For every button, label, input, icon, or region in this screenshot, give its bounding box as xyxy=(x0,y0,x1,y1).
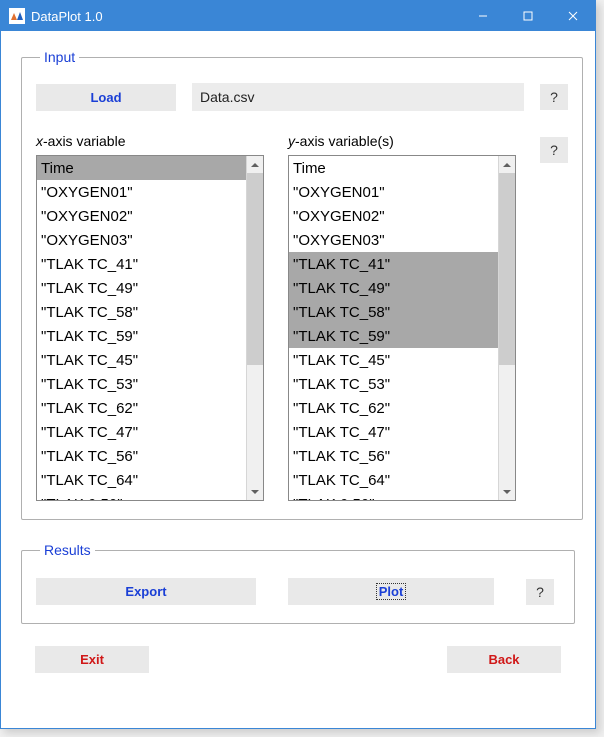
list-item[interactable]: "TLAK TC_59" xyxy=(37,324,246,348)
x-scrollbar[interactable] xyxy=(246,156,263,500)
help-results-button[interactable]: ? xyxy=(526,579,554,605)
list-item[interactable]: "TLAK TC_64" xyxy=(289,468,498,492)
list-item[interactable]: "OXYGEN02" xyxy=(37,204,246,228)
list-item[interactable]: "OXYGEN01" xyxy=(289,180,498,204)
list-item[interactable]: "TLAK TC_56" xyxy=(37,444,246,468)
list-item[interactable]: "TLAK TC_47" xyxy=(289,420,498,444)
load-button[interactable]: Load xyxy=(36,84,176,111)
scroll-up-icon[interactable] xyxy=(247,156,263,173)
list-item[interactable]: "TLAK TC_62" xyxy=(289,396,498,420)
x-axis-label: x-axis variable xyxy=(36,133,264,149)
results-group: Results Export Plot ? xyxy=(21,542,575,624)
back-button[interactable]: Back xyxy=(447,646,561,673)
help-lists-button[interactable]: ? xyxy=(540,137,568,163)
maximize-button[interactable] xyxy=(505,1,550,31)
minimize-button[interactable] xyxy=(460,1,505,31)
scroll-down-icon[interactable] xyxy=(499,483,515,500)
list-item[interactable]: "OXYGEN02" xyxy=(289,204,498,228)
x-scroll-track[interactable] xyxy=(247,173,263,483)
list-item[interactable]: "TLAK TC_41" xyxy=(289,252,498,276)
x-column: x-axis variable Time"OXYGEN01""OXYGEN02"… xyxy=(36,133,264,501)
y-scrollbar[interactable] xyxy=(498,156,515,500)
results-legend: Results xyxy=(40,542,95,558)
input-legend: Input xyxy=(40,49,79,65)
list-item[interactable]: "TLAK TC_53" xyxy=(37,372,246,396)
list-item[interactable]: "TLAK TC_64" xyxy=(37,468,246,492)
list-item[interactable]: Time xyxy=(37,156,246,180)
list-item[interactable]: "TLAK 0.50" xyxy=(37,492,246,500)
list-item[interactable]: "TLAK TC_59" xyxy=(289,324,498,348)
list-item[interactable]: "TLAK TC_45" xyxy=(289,348,498,372)
scroll-up-icon[interactable] xyxy=(499,156,515,173)
list-item[interactable]: "TLAK TC_49" xyxy=(289,276,498,300)
lists-row: x-axis variable Time"OXYGEN01""OXYGEN02"… xyxy=(36,133,568,501)
results-row: Export Plot ? xyxy=(36,578,560,605)
list-item[interactable]: "OXYGEN03" xyxy=(289,228,498,252)
file-field[interactable] xyxy=(192,83,524,111)
scroll-down-icon[interactable] xyxy=(247,483,263,500)
export-button[interactable]: Export xyxy=(36,578,256,605)
window-title: DataPlot 1.0 xyxy=(31,9,460,24)
y-listbox[interactable]: Time"OXYGEN01""OXYGEN02""OXYGEN03""TLAK … xyxy=(288,155,516,501)
list-item[interactable]: "TLAK TC_41" xyxy=(37,252,246,276)
x-scroll-thumb[interactable] xyxy=(247,173,263,365)
list-item[interactable]: "TLAK 0.50" xyxy=(289,492,498,500)
help-load-button[interactable]: ? xyxy=(540,84,568,110)
list-item[interactable]: "OXYGEN03" xyxy=(37,228,246,252)
list-item[interactable]: "OXYGEN01" xyxy=(37,180,246,204)
load-row: Load ? xyxy=(36,83,568,111)
list-item[interactable]: "TLAK TC_53" xyxy=(289,372,498,396)
exit-button[interactable]: Exit xyxy=(35,646,149,673)
list-item[interactable]: "TLAK TC_49" xyxy=(37,276,246,300)
close-button[interactable] xyxy=(550,1,595,31)
plot-button[interactable]: Plot xyxy=(288,578,494,605)
x-listbox[interactable]: Time"OXYGEN01""OXYGEN02""OXYGEN03""TLAK … xyxy=(36,155,264,501)
app-icon xyxy=(9,8,25,24)
bottom-row: Exit Back xyxy=(21,646,575,673)
list-item[interactable]: "TLAK TC_45" xyxy=(37,348,246,372)
y-scroll-thumb[interactable] xyxy=(499,173,515,365)
y-axis-label: y-axis variable(s) xyxy=(288,133,516,149)
window-controls xyxy=(460,1,595,31)
client-area: Input Load ? x-axis variable Time"OXYGEN… xyxy=(1,31,595,683)
y-column: y-axis variable(s) Time"OXYGEN01""OXYGEN… xyxy=(288,133,516,501)
help-lists-col: ? xyxy=(540,133,568,163)
list-item[interactable]: "TLAK TC_62" xyxy=(37,396,246,420)
titlebar: DataPlot 1.0 xyxy=(1,1,595,31)
list-item[interactable]: "TLAK TC_58" xyxy=(37,300,246,324)
list-item[interactable]: "TLAK TC_47" xyxy=(37,420,246,444)
input-group: Input Load ? x-axis variable Time"OXYGEN… xyxy=(21,49,583,520)
list-item[interactable]: "TLAK TC_56" xyxy=(289,444,498,468)
list-item[interactable]: Time xyxy=(289,156,498,180)
y-scroll-track[interactable] xyxy=(499,173,515,483)
list-item[interactable]: "TLAK TC_58" xyxy=(289,300,498,324)
app-window: DataPlot 1.0 Input Load ? x-axis va xyxy=(0,0,596,729)
